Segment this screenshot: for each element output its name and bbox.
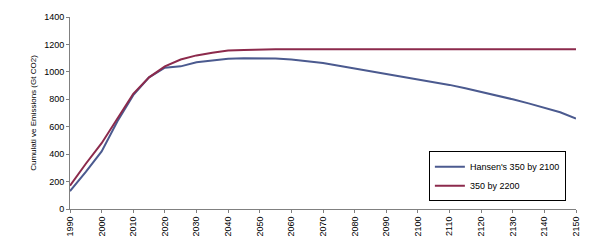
- svg-text:0: 0: [59, 204, 64, 214]
- svg-text:2000: 2000: [97, 217, 107, 237]
- svg-text:Cumulati ve Emissions (Gt CO2): Cumulati ve Emissions (Gt CO2): [29, 55, 38, 171]
- svg-text:Hansen's 350 by 2100: Hansen's 350 by 2100: [470, 162, 559, 172]
- svg-text:800: 800: [49, 94, 64, 104]
- svg-text:400: 400: [49, 149, 64, 159]
- svg-text:2020: 2020: [160, 217, 170, 237]
- svg-text:2030: 2030: [191, 217, 201, 237]
- svg-text:2010: 2010: [128, 217, 138, 237]
- svg-text:1400: 1400: [44, 12, 64, 22]
- svg-text:2150: 2150: [571, 217, 581, 237]
- svg-text:2070: 2070: [318, 217, 328, 237]
- svg-text:2120: 2120: [476, 217, 486, 237]
- svg-text:2100: 2100: [413, 217, 423, 237]
- svg-text:2040: 2040: [223, 217, 233, 237]
- svg-text:2090: 2090: [381, 217, 391, 237]
- svg-text:2140: 2140: [539, 217, 549, 237]
- svg-text:2060: 2060: [286, 217, 296, 237]
- svg-text:2080: 2080: [350, 217, 360, 237]
- svg-text:1990: 1990: [65, 217, 75, 237]
- svg-text:2050: 2050: [255, 217, 265, 237]
- svg-text:1000: 1000: [44, 67, 64, 77]
- svg-text:600: 600: [49, 122, 64, 132]
- svg-text:1200: 1200: [44, 40, 64, 50]
- svg-text:200: 200: [49, 177, 64, 187]
- svg-text:2130: 2130: [508, 217, 518, 237]
- svg-text:350 by 2200: 350 by 2200: [470, 181, 520, 191]
- svg-text:2110: 2110: [444, 217, 454, 236]
